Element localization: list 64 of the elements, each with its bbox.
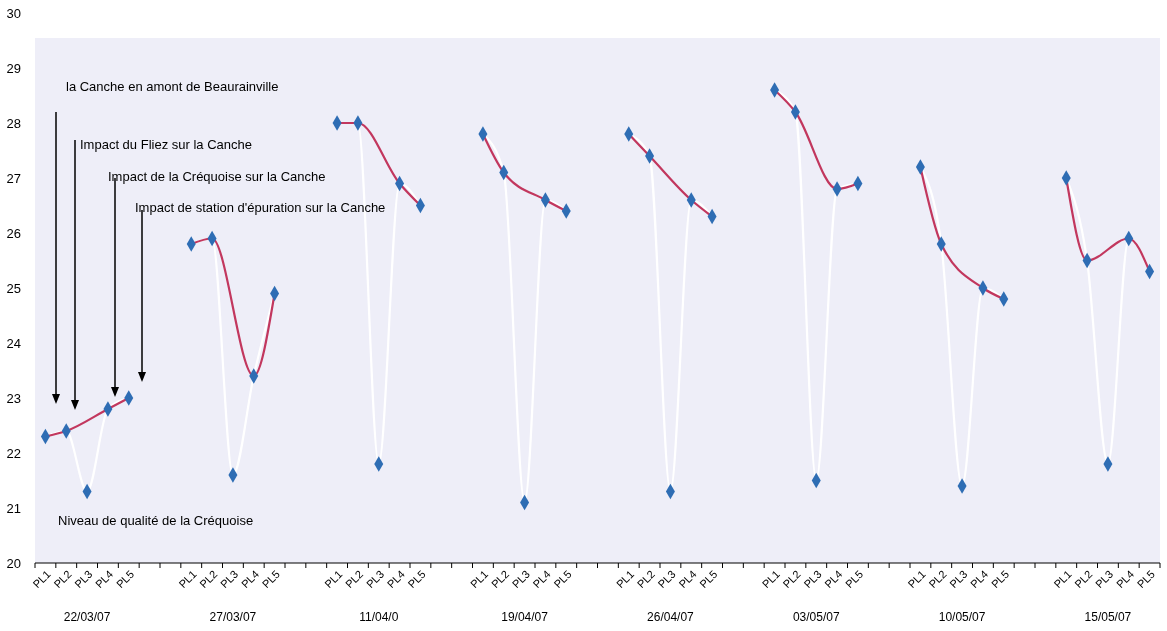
annotation: Impact de station d'épuration sur la Canche [135,200,386,215]
text: 03/05/07 [792,610,840,624]
x-tick-label: PL2 [926,567,949,591]
y-tick-label: 27 [6,170,21,186]
x-tick-label: PL1 [1051,567,1074,591]
x-tick-label: PL4 [93,567,116,591]
x-tick-label: PL2 [197,567,220,591]
x-tick-label: PL2 [51,567,74,591]
x-tick-label: PL5 [551,567,574,591]
y-tick-label: 23 [6,390,21,406]
y-tick-label: 28 [6,115,21,131]
x-tick-label: PL1 [613,567,637,591]
x-tick-label: PL3 [1093,567,1116,591]
text: 11/04/0 [359,610,399,624]
y-tick-label: 30 [6,5,21,21]
x-tick-label: PL4 [530,567,553,591]
x-tick-label: PL4 [676,567,699,591]
x-tick-label: PL2 [634,567,657,591]
text: 27/03/07 [209,610,257,624]
x-tick-label: PL3 [218,567,241,591]
annotation: la Canche en amont de Beaurainville [66,79,279,94]
x-tick-label: PL3 [509,567,532,591]
annotation: Niveau de qualité de la Créquoise [58,513,254,528]
y-tick-label: 29 [6,60,21,76]
x-tick-label: PL5 [1134,567,1157,591]
x-tick-label: PL1 [322,567,345,591]
x-tick-label: PL3 [947,567,970,591]
x-tick-label: PL2 [780,567,803,591]
y-tick-label: 22 [6,445,21,461]
x-tick-label: PL3 [72,567,95,591]
text: 15/05/07 [1084,610,1132,624]
x-tick-label: PL4 [238,567,262,591]
x-tick-label: PL3 [655,567,678,591]
x-tick-label: PL5 [988,567,1012,591]
x-tick-label: PL4 [822,567,845,591]
x-tick-label: PL5 [697,567,720,591]
x-tick-label: PL1 [176,567,199,591]
x-tick-label: PL3 [801,567,824,591]
y-tick-label: 24 [6,335,21,351]
y-tick-label: 26 [6,225,21,241]
y-tick-label: 20 [6,555,21,571]
x-tick-label: PL1 [905,567,928,591]
text: 22/03/07 [63,610,111,624]
x-tick-label: PL1 [30,567,53,591]
x-tick-label: PL5 [405,567,428,591]
annotation: Impact de la Créquoise sur la Canche [108,169,326,184]
x-tick-label: PL1 [759,567,782,591]
x-tick-label: PL2 [488,567,512,591]
x-tick-label: PL2 [1072,567,1095,591]
text: 19/04/07 [501,610,549,624]
x-tick-label: PL4 [384,567,407,591]
text: 26/04/07 [647,610,695,624]
x-tick-label: PL3 [363,567,387,591]
x-tick-label: PL5 [113,567,137,591]
text: 10/05/07 [938,610,986,624]
x-tick-label: PL4 [1113,567,1137,591]
x-tick-label: PL5 [843,567,866,591]
x-tick-label: PL2 [343,567,366,591]
x-tick-label: PL4 [968,567,991,591]
x-tick-label: PL5 [259,567,282,591]
annotation: Impact du Fliez sur la Canche [80,137,252,152]
x-tick-label: PL1 [468,567,491,591]
y-tick-label: 21 [6,500,21,516]
y-tick-label: 25 [6,280,21,296]
